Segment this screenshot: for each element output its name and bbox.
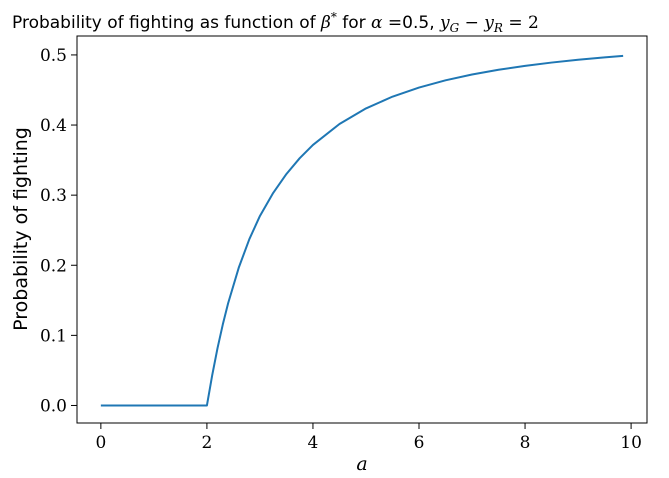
chart-title: Probability of fighting as function of β…: [12, 10, 539, 35]
title-alpha-value: =0.5,: [383, 13, 441, 33]
x-tick-label: 8: [520, 433, 531, 453]
title-beta: β: [320, 13, 331, 33]
x-tick-label: 2: [201, 433, 212, 453]
x-tick-label: 4: [308, 433, 319, 453]
x-tick-label: 10: [620, 433, 642, 453]
y-axis-label: Probability of fighting: [10, 127, 32, 331]
y-tick-label: 0.1: [40, 326, 67, 346]
title-prefix: Probability of fighting as function of: [12, 13, 321, 33]
title-equals: = 2: [503, 13, 539, 33]
y-tick-label: 0.3: [40, 186, 67, 206]
title-y1: y: [439, 13, 450, 33]
title-y1-sub: G: [450, 21, 460, 35]
title-for: for: [337, 13, 371, 33]
y-axis-ticks: 0.0 0.1 0.2 0.3 0.4 0.5: [40, 46, 77, 416]
title-y2: y: [483, 13, 494, 33]
title-alpha: α: [371, 13, 383, 33]
y-tick-label: 0.2: [40, 256, 67, 276]
y-tick-label: 0.5: [40, 46, 67, 66]
title-minus: −: [459, 13, 484, 33]
series-line: [100, 54, 624, 407]
x-tick-label: 0: [95, 433, 106, 453]
title-y2-sub: R: [493, 21, 503, 35]
series-layer: [100, 54, 624, 407]
x-axis-ticks: 0 2 4 6 8 10: [95, 423, 642, 453]
x-axis-label: a: [356, 453, 367, 475]
title-beta-sup: *: [331, 10, 337, 24]
y-tick-label: 0.0: [40, 396, 67, 416]
x-tick-label: 6: [414, 433, 425, 453]
plot-frame: [76, 35, 648, 424]
y-tick-label: 0.4: [40, 116, 67, 136]
